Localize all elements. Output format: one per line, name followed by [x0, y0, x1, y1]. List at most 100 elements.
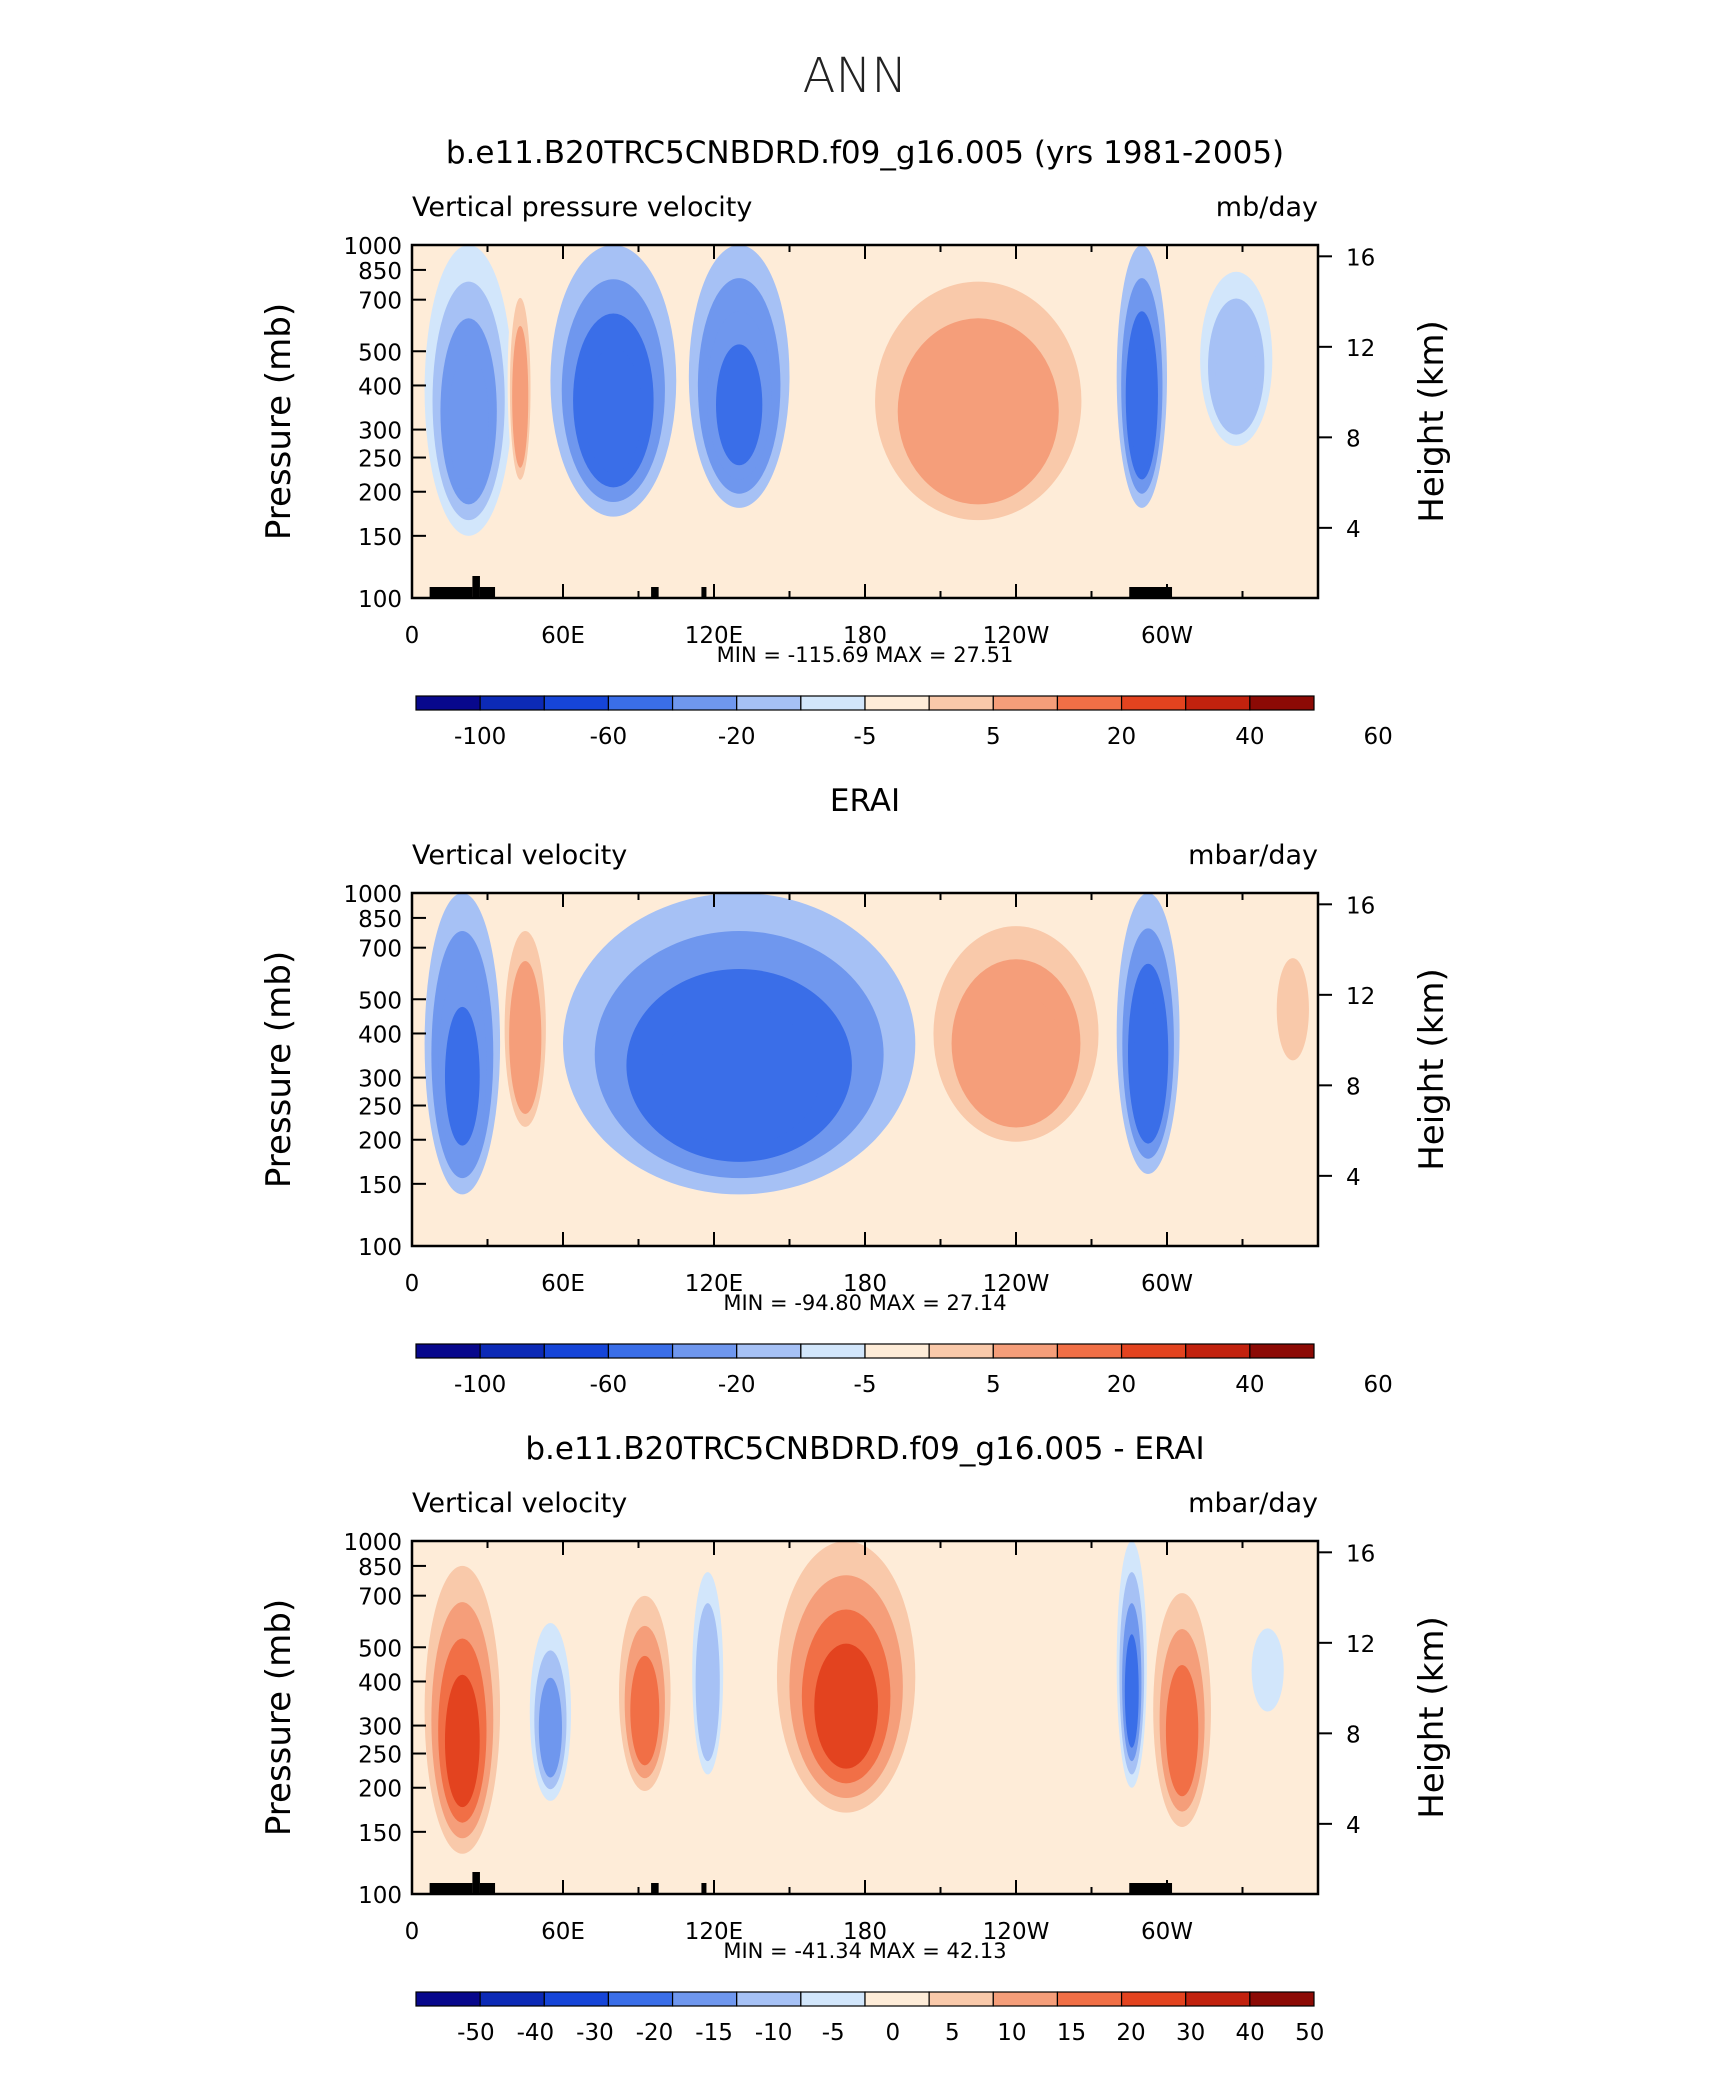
height-tick-label: 8 [1346, 1074, 1361, 1100]
pressure-tick-label: 250 [358, 447, 402, 473]
colorbar-label: -100 [454, 724, 506, 750]
height-tick-label: 16 [1346, 245, 1375, 271]
colorbar-label: -10 [755, 2020, 793, 2046]
colorbar-box [864, 1991, 930, 2007]
lon-tick-label: 180 [843, 1919, 887, 1945]
lon-tick-label: 120W [983, 1919, 1050, 1945]
land-mask [472, 576, 480, 598]
contour-region [920, 354, 1037, 489]
colorbar-label: -5 [822, 2020, 845, 2046]
colorbar-box [1185, 695, 1251, 711]
colorbar-label: -5 [854, 1372, 877, 1398]
colorbar-box [992, 1343, 1059, 1359]
units-label: mbar/day [1188, 840, 1318, 871]
colorbar-box [800, 695, 866, 711]
colorbar-label: 0 [885, 2020, 900, 2046]
pressure-tick-label: 200 [358, 481, 402, 507]
contour-area [424, 893, 1318, 1195]
pressure-tick-label: 150 [358, 525, 402, 551]
land-mask [1129, 587, 1173, 598]
height-tick-label: 8 [1346, 1722, 1361, 1748]
pressure-tick-label: 700 [358, 937, 402, 963]
contour-region [1133, 999, 1163, 1129]
lon-tick-label: 0 [405, 1271, 420, 1297]
height-axis-title: Height (km) [1412, 1616, 1452, 1819]
colorbar-label: 5 [986, 1372, 1001, 1398]
contour-region [444, 1006, 480, 1146]
colorbar-label: -30 [576, 2020, 614, 2046]
lon-tick-label: 60W [1141, 623, 1193, 649]
land-mask [429, 587, 473, 598]
pressure-tick-label: 400 [358, 1022, 402, 1048]
contour-region [814, 1643, 878, 1769]
colorbar-box [1249, 1991, 1315, 2007]
variable-label: Vertical velocity [412, 1488, 627, 1519]
lon-tick-label: 120W [983, 1271, 1050, 1297]
panel-title: ERAI [830, 783, 900, 819]
colorbar-box [992, 1991, 1059, 2007]
panel-3: b.e11.B20TRC5CNBDRD.f09_g16.005 - ERAI Ve… [259, 1431, 1452, 2046]
height-axis-title: Height (km) [1412, 320, 1452, 523]
contour-region [444, 1674, 480, 1808]
variable-label: Vertical pressure velocity [412, 192, 752, 223]
colorbar-label: 20 [1107, 724, 1136, 750]
colorbar-label: 50 [1295, 2020, 1324, 2046]
colorbar-label: 60 [1364, 1372, 1393, 1398]
pressure-axis-title: Pressure (mb) [259, 1599, 299, 1836]
contour-region [1281, 978, 1305, 1052]
colorbar-label: 10 [997, 2020, 1026, 2046]
contour-region [630, 1655, 660, 1766]
pressure-tick-label: 500 [358, 1636, 402, 1662]
pressure-tick-label: 150 [358, 1821, 402, 1847]
lon-tick-label: 0 [405, 1919, 420, 1945]
height-tick-label: 16 [1346, 893, 1375, 919]
pressure-tick-label: 300 [358, 419, 402, 445]
colorbar-box [479, 1343, 545, 1359]
pressure-tick-label: 250 [358, 1095, 402, 1121]
contour-region [1130, 344, 1154, 466]
colorbar-label: 15 [1057, 2020, 1086, 2046]
colorbar-box [1120, 1991, 1187, 2007]
colorbar-label: 20 [1116, 2020, 1145, 2046]
contour-region [514, 353, 527, 456]
pressure-tick-label: 1000 [343, 882, 402, 908]
lon-tick-label: 60E [541, 623, 585, 649]
contour-region [716, 344, 763, 466]
min-max-stats: MIN = -41.34 MAX = 42.13 [723, 1939, 1006, 1963]
colorbar-box [992, 695, 1059, 711]
pressure-tick-label: 850 [358, 259, 402, 285]
colorbar-box [1056, 1991, 1123, 2007]
colorbar-label: -5 [854, 724, 877, 750]
colorbar-label: 20 [1107, 1372, 1136, 1398]
land-mask [651, 1883, 659, 1894]
colorbar-box [671, 1343, 738, 1359]
colorbar-box [479, 695, 545, 711]
units-label: mb/day [1216, 192, 1318, 223]
colorbar-label: 5 [945, 2020, 960, 2046]
lon-tick-label: 120E [685, 1271, 743, 1297]
colorbar-label: -100 [454, 1372, 506, 1398]
contour-region [1165, 1664, 1199, 1797]
pressure-tick-label: 200 [358, 1777, 402, 1803]
colorbar-box [415, 695, 481, 711]
colorbar-box [1185, 1991, 1251, 2007]
colorbar-label: 60 [1364, 724, 1393, 750]
colorbar-label: -50 [457, 2020, 495, 2046]
colorbar-label: -15 [695, 2020, 733, 2046]
lon-tick-label: 0 [405, 623, 420, 649]
colorbar-box [1249, 695, 1315, 711]
lon-tick-label: 120W [983, 623, 1050, 649]
contour-region [699, 1634, 717, 1748]
height-axis-title: Height (km) [1412, 968, 1452, 1171]
pressure-tick-label: 100 [358, 587, 402, 613]
colorbar-box [864, 1343, 930, 1359]
pressure-tick-label: 150 [358, 1173, 402, 1199]
panels: b.e11.B20TRC5CNBDRD.f09_g16.005 (yrs 198… [259, 135, 1452, 2046]
colorbar-label: 40 [1235, 724, 1264, 750]
colorbar-box [928, 1991, 994, 2007]
land-mask [651, 587, 659, 598]
lon-tick-label: 180 [843, 1271, 887, 1297]
pressure-tick-label: 1000 [343, 1530, 402, 1556]
colorbar-box [543, 1343, 610, 1359]
height-tick-label: 16 [1346, 1541, 1375, 1567]
